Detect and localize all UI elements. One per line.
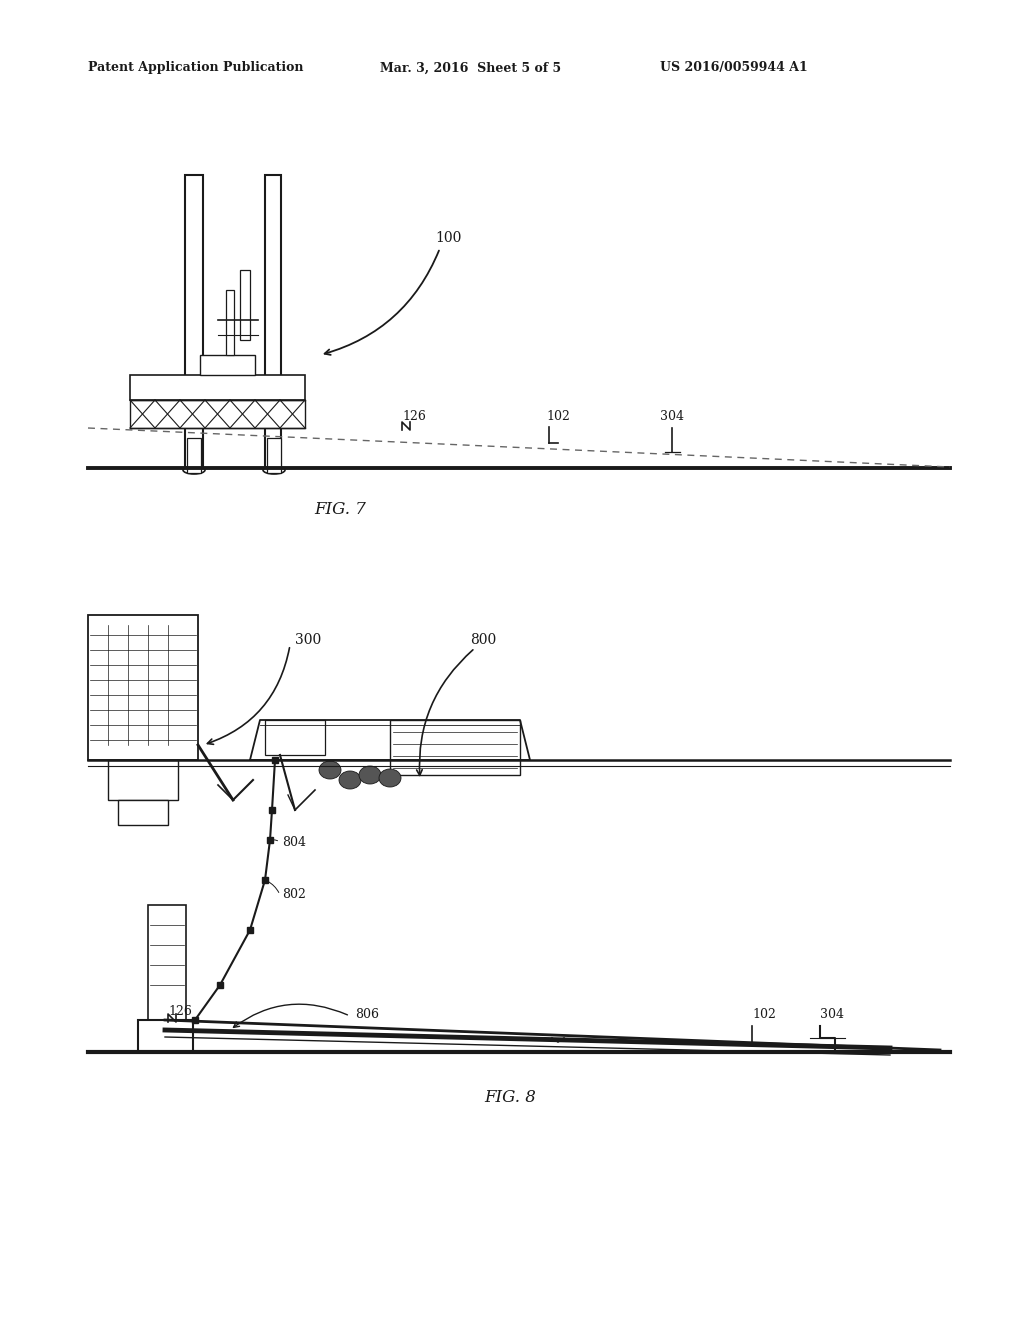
Text: FIG. 8: FIG. 8 [484,1089,536,1106]
Bar [130,400,305,428]
Ellipse shape [359,766,381,784]
Bar [226,290,234,355]
Bar [138,1020,193,1052]
Text: 802: 802 [282,888,306,902]
Text: 126: 126 [402,411,426,422]
Text: 304: 304 [820,1008,844,1020]
Bar [118,800,168,825]
Ellipse shape [263,466,285,474]
Text: 806: 806 [355,1008,379,1020]
Bar [108,760,178,800]
Bar [185,176,203,469]
Bar [267,438,281,473]
Text: 102: 102 [752,1008,776,1020]
Text: Mar. 3, 2016  Sheet 5 of 5: Mar. 3, 2016 Sheet 5 of 5 [380,62,561,74]
Bar [265,176,281,469]
Text: FIG. 7: FIG. 7 [314,502,366,519]
Text: US 2016/0059944 A1: US 2016/0059944 A1 [660,62,808,74]
Text: 102: 102 [546,411,570,422]
Bar [265,719,325,755]
Bar [200,355,255,375]
Bar [148,906,186,1020]
Text: 804: 804 [282,836,306,849]
Text: 126: 126 [168,1005,191,1018]
Bar [390,719,520,775]
Bar [187,438,201,473]
Ellipse shape [379,770,401,787]
Ellipse shape [183,466,205,474]
Text: 100: 100 [435,231,462,246]
Ellipse shape [339,771,361,789]
Text: Patent Application Publication: Patent Application Publication [88,62,303,74]
Text: 300: 300 [295,634,322,647]
Ellipse shape [319,762,341,779]
Bar [240,271,250,341]
Text: 304: 304 [660,411,684,422]
Bar [88,615,198,760]
Bar [130,375,305,400]
Text: 800: 800 [470,634,497,647]
